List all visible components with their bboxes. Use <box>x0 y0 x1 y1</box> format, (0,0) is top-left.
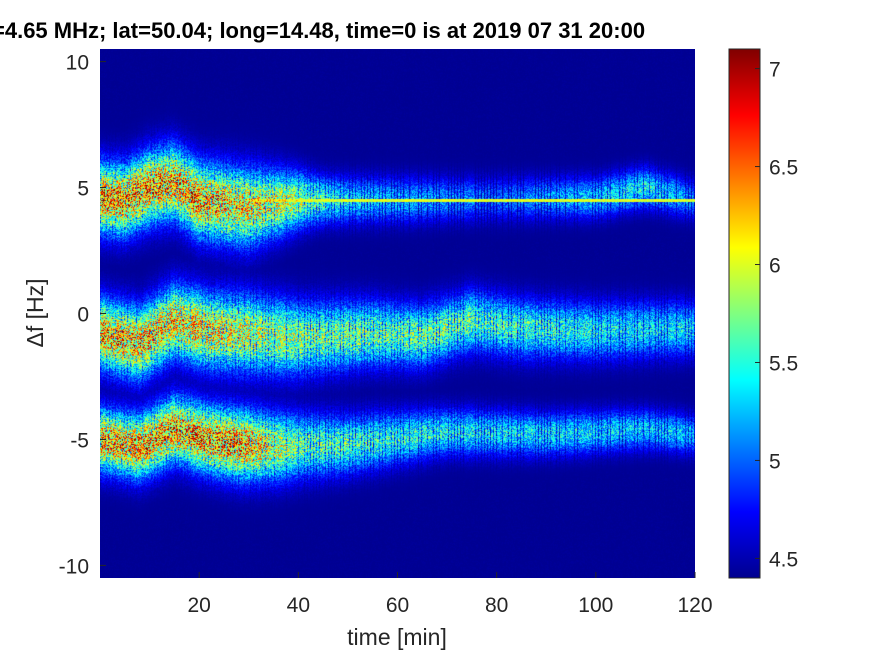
colorbar-tick-label: 4.5 <box>769 548 798 571</box>
colorbar-tick-label: 6.5 <box>769 157 798 180</box>
x-tick-label: 120 <box>677 594 712 617</box>
colorbar-tick-label: 5.5 <box>769 352 798 375</box>
colorbar-tick-label: 5 <box>769 450 781 473</box>
x-tick-label: 60 <box>386 594 409 617</box>
heatmap-plot-area <box>100 49 695 578</box>
colorbar-tick-label: 6 <box>769 255 781 278</box>
heatmap-canvas <box>100 49 695 578</box>
x-tick-label: 80 <box>485 594 508 617</box>
colorbar-axis: 7 6.5 6 5.5 5 4.5 <box>728 48 798 579</box>
x-tick-label: 100 <box>578 594 613 617</box>
y-tick-label: 10 <box>66 52 89 75</box>
y-axis: 10 5 0 -5 -10 <box>59 52 106 578</box>
y-axis-label: Δf [Hz] <box>22 278 48 347</box>
chart-title: =4.65 MHz; lat=50.04; long=14.48, time=0… <box>0 18 645 43</box>
y-tick-label: 5 <box>77 178 89 201</box>
x-axis: 20 40 60 80 100 120 <box>187 572 713 617</box>
colorbar-tick-label: 7 <box>769 59 781 82</box>
y-tick-label: 0 <box>77 304 89 327</box>
x-tick-label: 20 <box>187 594 210 617</box>
x-tick-label: 40 <box>287 594 310 617</box>
y-tick-label: -10 <box>59 555 89 578</box>
x-axis-label: time [min] <box>347 624 447 650</box>
colorbar-frame <box>728 48 761 579</box>
colorbar <box>729 49 760 578</box>
y-tick-label: -5 <box>70 429 89 452</box>
